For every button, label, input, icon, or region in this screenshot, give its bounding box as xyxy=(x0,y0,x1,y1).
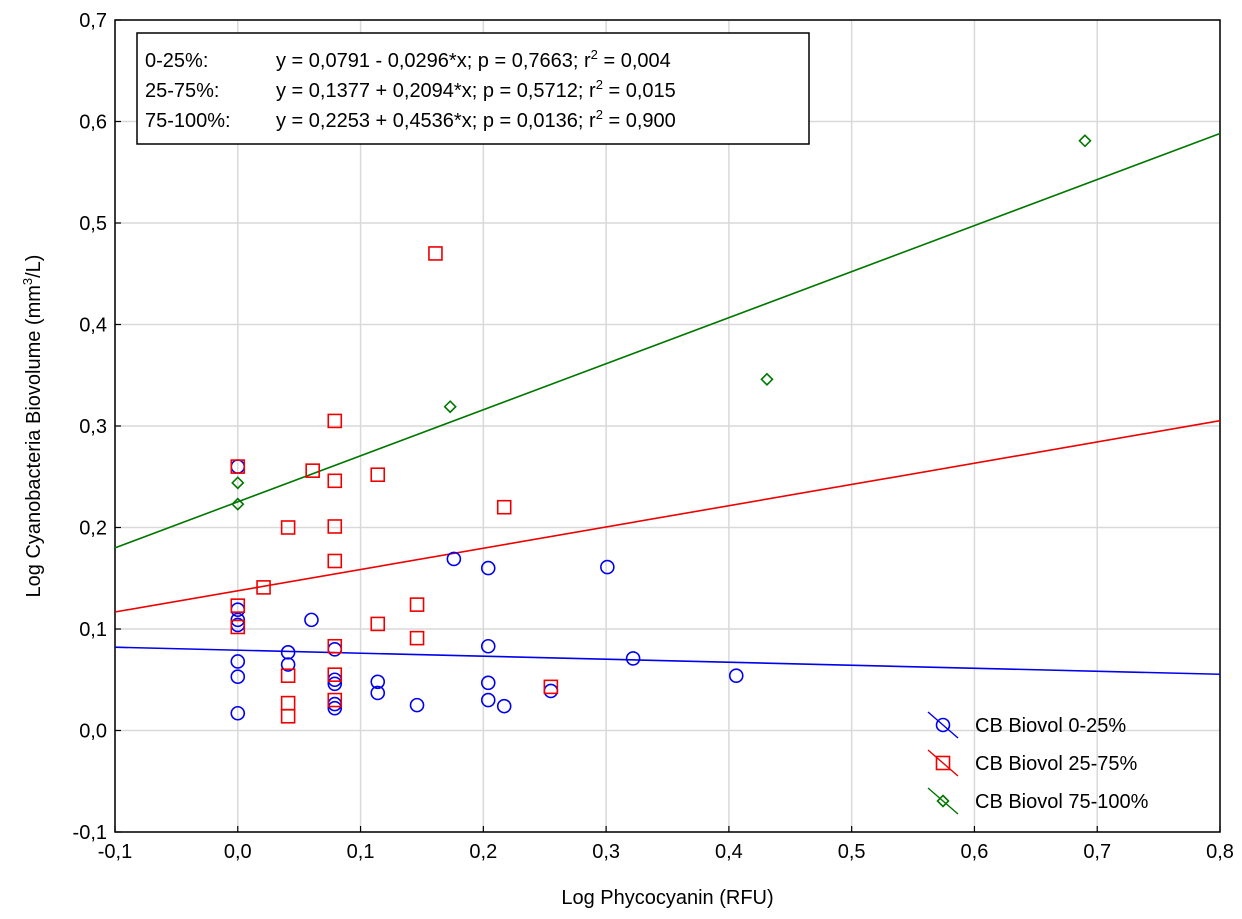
equation-text-0-25: y = 0,0791 - 0,0296*x; p = 0,7663; r2 = … xyxy=(276,47,671,72)
y-tick-label: 0,7 xyxy=(79,10,107,32)
data-point-circle xyxy=(409,697,425,713)
data-point-square xyxy=(327,553,343,569)
x-tick-label: 0,3 xyxy=(592,841,620,863)
data-point-square xyxy=(370,467,386,483)
x-tick-label: 0,8 xyxy=(1206,841,1234,863)
data-point-square xyxy=(409,630,425,646)
data-point-circle xyxy=(446,551,462,567)
data-point-square xyxy=(280,668,296,683)
x-tick-label: 0,4 xyxy=(715,841,743,863)
x-tick-label: 0,1 xyxy=(347,841,375,863)
data-point-circle xyxy=(480,638,496,654)
data-point-diamond xyxy=(231,476,245,490)
data-point-circle xyxy=(480,692,496,708)
data-point-square xyxy=(327,667,343,682)
data-point-circle xyxy=(327,641,343,657)
data-point-circle xyxy=(728,668,744,683)
data-point-square xyxy=(230,459,246,474)
y-tick-label: 0,2 xyxy=(79,518,107,540)
regression-line xyxy=(114,132,1221,549)
data-point-circle xyxy=(230,669,246,685)
axis-ticks: -0,1 0,0 0,1 0,2 0,3 0,4 0,5 0,6 0,7 0,8 -0,1 0,0 0,… xyxy=(73,10,1234,863)
data-points xyxy=(230,134,1092,724)
x-tick-label: 0,7 xyxy=(1083,841,1111,863)
regression-line xyxy=(114,419,1221,613)
y-tick-label: 0,0 xyxy=(79,721,107,743)
data-point-square xyxy=(327,413,343,429)
y-tick-label: 0,4 xyxy=(79,315,107,337)
data-point-circle xyxy=(543,683,559,699)
y-axis-title: Log Cyanobacteria Biovolume (mm3/L) xyxy=(20,255,45,598)
data-point-circle xyxy=(230,705,246,721)
legend-label: CB Biovol 25-75% xyxy=(975,753,1138,775)
data-point-square xyxy=(280,695,296,711)
legend-line xyxy=(927,787,959,815)
x-tick-label: -0,1 xyxy=(98,841,132,863)
data-point-square xyxy=(280,708,296,724)
data-point-square xyxy=(327,519,343,534)
data-point-square xyxy=(543,679,559,695)
data-point-circle xyxy=(280,645,296,660)
equation-box-frame xyxy=(136,32,810,145)
data-point-square xyxy=(327,473,343,489)
data-point-circle xyxy=(480,560,496,576)
data-point-square xyxy=(370,616,386,632)
legend-label: CB Biovol 75-100% xyxy=(975,791,1149,813)
x-axis-title: Log Phycocyanin (RFU) xyxy=(561,887,773,909)
equation-box: 0-25%: y = 0,0791 - 0,0296*x; p = 0,7663… xyxy=(136,32,810,145)
x-tick-label: 0,2 xyxy=(469,841,497,863)
y-tick-label: 0,5 xyxy=(79,213,107,235)
legend-line xyxy=(927,711,959,739)
data-point-circle xyxy=(304,612,319,628)
y-tick-label: 0,3 xyxy=(79,416,107,438)
data-point-diamond xyxy=(1078,134,1092,148)
data-point-square xyxy=(496,499,512,515)
data-point-diamond xyxy=(231,497,245,511)
data-point-circle xyxy=(370,674,386,690)
data-point-square xyxy=(327,692,343,708)
data-point-square xyxy=(230,619,246,635)
data-point-circle xyxy=(230,654,246,669)
x-tick-label: 0,6 xyxy=(961,841,989,863)
data-point-circle xyxy=(327,676,343,692)
data-point-circle xyxy=(280,657,296,672)
x-tick-label: 0,0 xyxy=(224,841,252,863)
y-tick-label: 0,1 xyxy=(79,619,107,641)
data-point-square xyxy=(409,597,425,612)
data-point-diamond xyxy=(760,372,774,386)
equation-text-25-75: y = 0,1377 + 0,2094*x; p = 0,5712; r2 = … xyxy=(276,77,676,102)
legend-label: CB Biovol 0-25% xyxy=(975,715,1126,737)
legend-marker-circle xyxy=(935,717,951,733)
equation-label-0-25: 0-25%: xyxy=(145,50,208,72)
legend-marker-diamond xyxy=(936,794,950,808)
data-point-circle xyxy=(370,685,386,701)
data-point-square xyxy=(428,246,443,261)
data-point-square xyxy=(256,580,271,595)
legend-line xyxy=(927,749,959,777)
regression-line xyxy=(114,646,1221,676)
legend-marker-square xyxy=(935,755,951,771)
data-point-circle xyxy=(600,559,615,575)
data-point-square xyxy=(327,638,343,654)
equation-label-75-100: 75-100%: xyxy=(145,110,231,132)
y-tick-label: 0,6 xyxy=(79,112,107,134)
equation-text-75-100: y = 0,2253 + 0,4536*x; p = 0,0136; r2 = … xyxy=(276,107,676,132)
data-point-circle xyxy=(480,675,496,691)
equation-label-25-75: 25-75%: xyxy=(145,80,220,102)
data-point-circle xyxy=(496,698,512,714)
data-point-circle xyxy=(625,651,641,666)
x-tick-label: 0,5 xyxy=(838,841,866,863)
data-point-square xyxy=(230,598,246,613)
y-tick-label: -0,1 xyxy=(73,822,107,844)
data-point-square xyxy=(280,520,296,535)
data-point-diamond xyxy=(443,400,457,414)
data-point-square xyxy=(305,463,320,478)
data-point-circle xyxy=(327,700,343,716)
regression-lines xyxy=(114,132,1221,676)
legend: CB Biovol 0-25% CB Biovol 25-75% CB Biovol… xyxy=(927,711,1149,815)
